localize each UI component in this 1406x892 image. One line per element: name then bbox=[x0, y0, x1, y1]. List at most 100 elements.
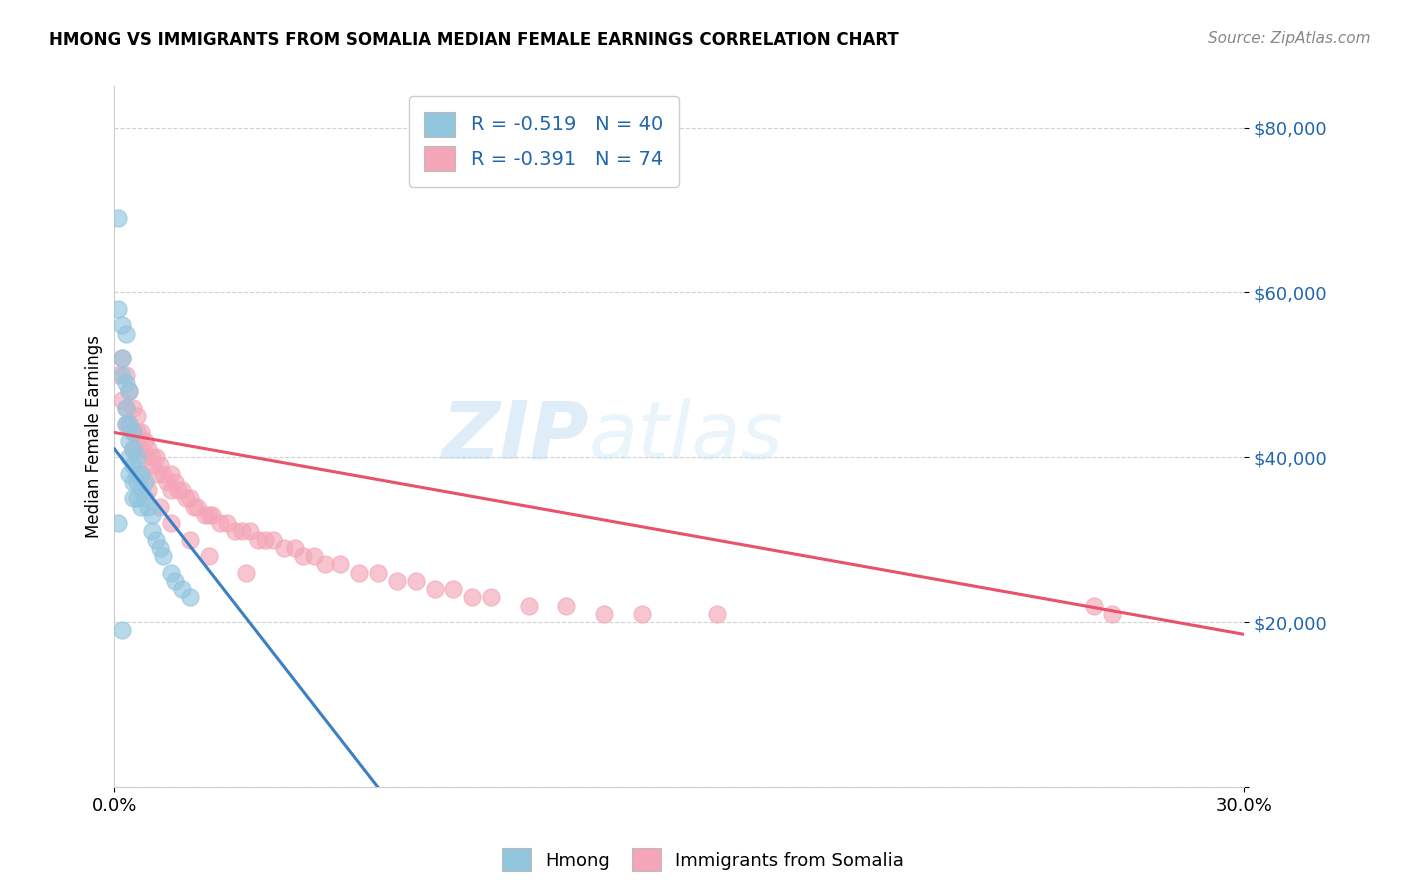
Point bbox=[114, 417, 136, 432]
Point bbox=[111, 351, 134, 366]
Point bbox=[302, 549, 325, 563]
Point bbox=[125, 467, 148, 481]
Point bbox=[197, 549, 219, 563]
Point bbox=[141, 524, 163, 539]
Point bbox=[118, 434, 141, 448]
Point bbox=[239, 524, 262, 539]
Point bbox=[224, 524, 246, 539]
Point bbox=[111, 368, 134, 382]
Point bbox=[145, 467, 167, 481]
Point bbox=[111, 351, 134, 366]
Point bbox=[149, 541, 172, 555]
Point bbox=[167, 483, 190, 498]
Point bbox=[149, 458, 172, 473]
Point bbox=[118, 450, 141, 465]
Point bbox=[122, 442, 145, 456]
Point bbox=[145, 533, 167, 547]
Point bbox=[254, 533, 277, 547]
Legend: Hmong, Immigrants from Somalia: Hmong, Immigrants from Somalia bbox=[495, 841, 911, 879]
Point bbox=[129, 467, 152, 481]
Point bbox=[163, 574, 186, 588]
Point bbox=[107, 516, 129, 530]
Point bbox=[134, 450, 156, 465]
Point bbox=[118, 384, 141, 399]
Point bbox=[314, 558, 336, 572]
Point bbox=[284, 541, 307, 555]
Point bbox=[141, 508, 163, 522]
Point bbox=[163, 475, 186, 489]
Point bbox=[235, 566, 257, 580]
Point bbox=[134, 434, 156, 448]
Point bbox=[160, 566, 183, 580]
Legend: R = -0.519   N = 40, R = -0.391   N = 74: R = -0.519 N = 40, R = -0.391 N = 74 bbox=[409, 96, 679, 187]
Point bbox=[134, 491, 156, 506]
Point bbox=[423, 582, 446, 596]
Point bbox=[129, 425, 152, 440]
Point bbox=[273, 541, 295, 555]
Point bbox=[145, 450, 167, 465]
Point bbox=[125, 450, 148, 465]
Point bbox=[111, 318, 134, 333]
Point bbox=[593, 607, 616, 621]
Point bbox=[385, 574, 408, 588]
Point bbox=[183, 500, 205, 514]
Point bbox=[125, 491, 148, 506]
Point bbox=[152, 467, 174, 481]
Point bbox=[107, 301, 129, 316]
Point bbox=[114, 401, 136, 415]
Point bbox=[111, 392, 134, 407]
Point bbox=[122, 475, 145, 489]
Point bbox=[122, 458, 145, 473]
Point bbox=[1101, 607, 1123, 621]
Point bbox=[129, 483, 152, 498]
Point bbox=[231, 524, 253, 539]
Point bbox=[179, 591, 201, 605]
Point bbox=[122, 425, 145, 440]
Point bbox=[136, 500, 159, 514]
Point bbox=[217, 516, 239, 530]
Point bbox=[441, 582, 464, 596]
Point bbox=[517, 599, 540, 613]
Point bbox=[179, 491, 201, 506]
Text: atlas: atlas bbox=[589, 398, 783, 475]
Point bbox=[194, 508, 217, 522]
Point bbox=[208, 516, 231, 530]
Point bbox=[129, 442, 152, 456]
Point bbox=[114, 326, 136, 341]
Point bbox=[262, 533, 284, 547]
Point bbox=[118, 417, 141, 432]
Point bbox=[706, 607, 728, 621]
Point bbox=[174, 491, 197, 506]
Point bbox=[1083, 599, 1105, 613]
Point bbox=[118, 417, 141, 432]
Point bbox=[347, 566, 370, 580]
Point bbox=[149, 500, 172, 514]
Point bbox=[122, 425, 145, 440]
Point bbox=[129, 467, 152, 481]
Point bbox=[555, 599, 578, 613]
Point bbox=[201, 508, 224, 522]
Point bbox=[160, 483, 183, 498]
Point bbox=[118, 384, 141, 399]
Point bbox=[172, 483, 194, 498]
Point bbox=[630, 607, 652, 621]
Point bbox=[367, 566, 389, 580]
Point bbox=[114, 417, 136, 432]
Point bbox=[136, 483, 159, 498]
Point bbox=[141, 458, 163, 473]
Text: Source: ZipAtlas.com: Source: ZipAtlas.com bbox=[1208, 31, 1371, 46]
Point bbox=[118, 467, 141, 481]
Point bbox=[172, 582, 194, 596]
Text: HMONG VS IMMIGRANTS FROM SOMALIA MEDIAN FEMALE EARNINGS CORRELATION CHART: HMONG VS IMMIGRANTS FROM SOMALIA MEDIAN … bbox=[49, 31, 898, 49]
Point bbox=[122, 401, 145, 415]
Point bbox=[405, 574, 427, 588]
Point bbox=[156, 475, 179, 489]
Point bbox=[479, 591, 502, 605]
Point bbox=[160, 516, 183, 530]
Point bbox=[129, 500, 152, 514]
Point bbox=[246, 533, 269, 547]
Point bbox=[114, 401, 136, 415]
Point bbox=[291, 549, 314, 563]
Y-axis label: Median Female Earnings: Median Female Earnings bbox=[86, 335, 103, 538]
Point bbox=[461, 591, 484, 605]
